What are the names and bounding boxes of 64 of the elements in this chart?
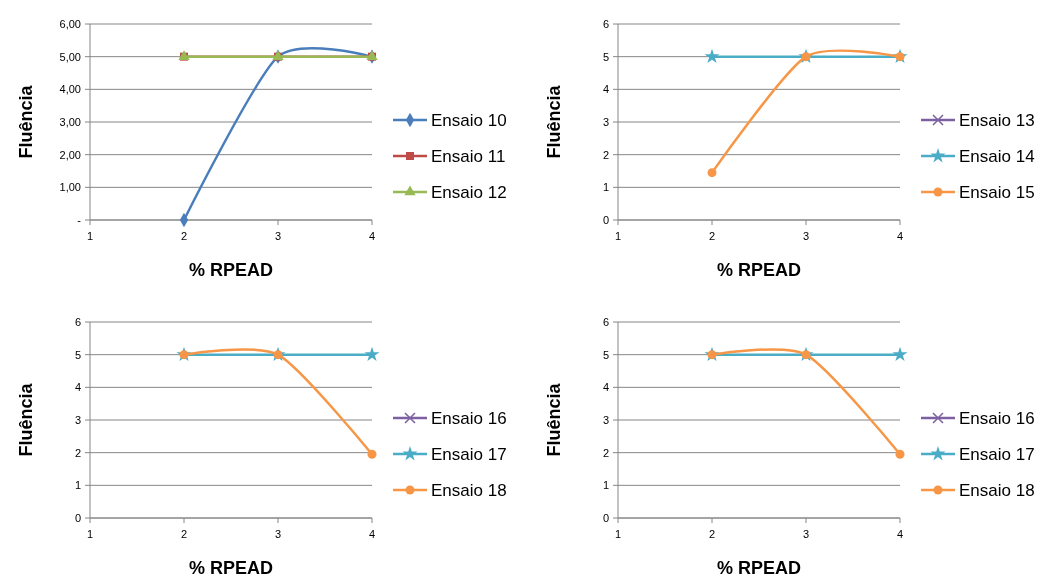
y-tick-label: 5 [602, 50, 609, 63]
legend-label: Ensaio 16 [431, 408, 507, 428]
y-axis-title: Fluência [16, 84, 36, 159]
y-tick-label: 1,00 [59, 181, 81, 194]
legend-label: Ensaio 10 [431, 110, 507, 130]
x-tick-label: 2 [708, 528, 716, 540]
x-tick-label: 2 [708, 230, 716, 242]
x-axis-title: % RPEAD [716, 558, 802, 578]
y-tick-label: 3 [602, 413, 609, 426]
x-axis-title: % RPEAD [188, 558, 274, 578]
y-tick-label: 1 [602, 479, 609, 492]
y-axis-title: Fluência [544, 84, 564, 159]
y-tick-label: 6 [602, 315, 609, 328]
y-tick-label: 1 [602, 181, 609, 194]
legend-label: Ensaio 17 [959, 444, 1035, 464]
y-axis-title: Fluência [544, 382, 564, 457]
y-tick-label: 5,00 [59, 50, 81, 63]
y-axis-title: Fluência [16, 382, 36, 457]
y-tick-label: 4 [602, 381, 609, 394]
y-tick-label: 6 [602, 17, 609, 30]
y-tick-label: 6,00 [59, 17, 81, 30]
y-tick-label: 3 [74, 413, 81, 426]
x-axis-title: % RPEAD [188, 260, 274, 280]
y-tick-label: 4 [74, 381, 81, 394]
legend-label: Ensaio 15 [959, 182, 1035, 202]
x-tick-label: 3 [274, 528, 282, 540]
y-tick-label: 2 [602, 148, 609, 161]
y-tick-label: 1 [74, 479, 81, 492]
x-tick-label: 1 [86, 230, 94, 242]
legend-label: Ensaio 18 [431, 480, 507, 500]
y-tick-label: 4 [602, 83, 609, 96]
y-tick-label: 0 [74, 511, 81, 524]
x-tick-label: 1 [86, 528, 94, 540]
y-tick-label: 2 [74, 446, 81, 459]
x-tick-label: 2 [180, 230, 188, 242]
x-tick-label: 1 [614, 230, 622, 242]
x-axis-title: % RPEAD [716, 260, 802, 280]
y-tick-label: 2 [602, 446, 609, 459]
x-tick-label: 2 [180, 528, 188, 540]
x-tick-label: 4 [368, 230, 376, 242]
legend-label: Ensaio 17 [431, 444, 507, 464]
y-tick-label: 3 [602, 115, 609, 128]
y-tick-label: 0 [602, 213, 609, 226]
legend-label: Ensaio 12 [431, 182, 507, 202]
y-tick-label: 2,00 [59, 148, 81, 161]
x-tick-label: 4 [896, 230, 904, 242]
x-tick-label: 3 [802, 528, 810, 540]
x-tick-label: 4 [368, 528, 376, 540]
y-tick-label: 3,00 [59, 115, 81, 128]
y-tick-label: 5 [74, 348, 81, 361]
x-tick-label: 3 [274, 230, 282, 242]
legend-label: Ensaio 11 [431, 146, 506, 166]
y-tick-label: - [77, 213, 82, 226]
y-tick-label: 0 [602, 511, 609, 524]
y-tick-label: 5 [602, 348, 609, 361]
x-tick-label: 1 [614, 528, 622, 540]
legend-label: Ensaio 13 [959, 110, 1035, 130]
y-tick-label: 4,00 [59, 83, 81, 96]
x-tick-label: 3 [802, 230, 810, 242]
y-tick-label: 6 [74, 315, 81, 328]
legend-label: Ensaio 14 [959, 146, 1035, 166]
legend-label: Ensaio 18 [959, 480, 1035, 500]
x-tick-label: 4 [896, 528, 904, 540]
legend-label: Ensaio 16 [959, 408, 1035, 428]
